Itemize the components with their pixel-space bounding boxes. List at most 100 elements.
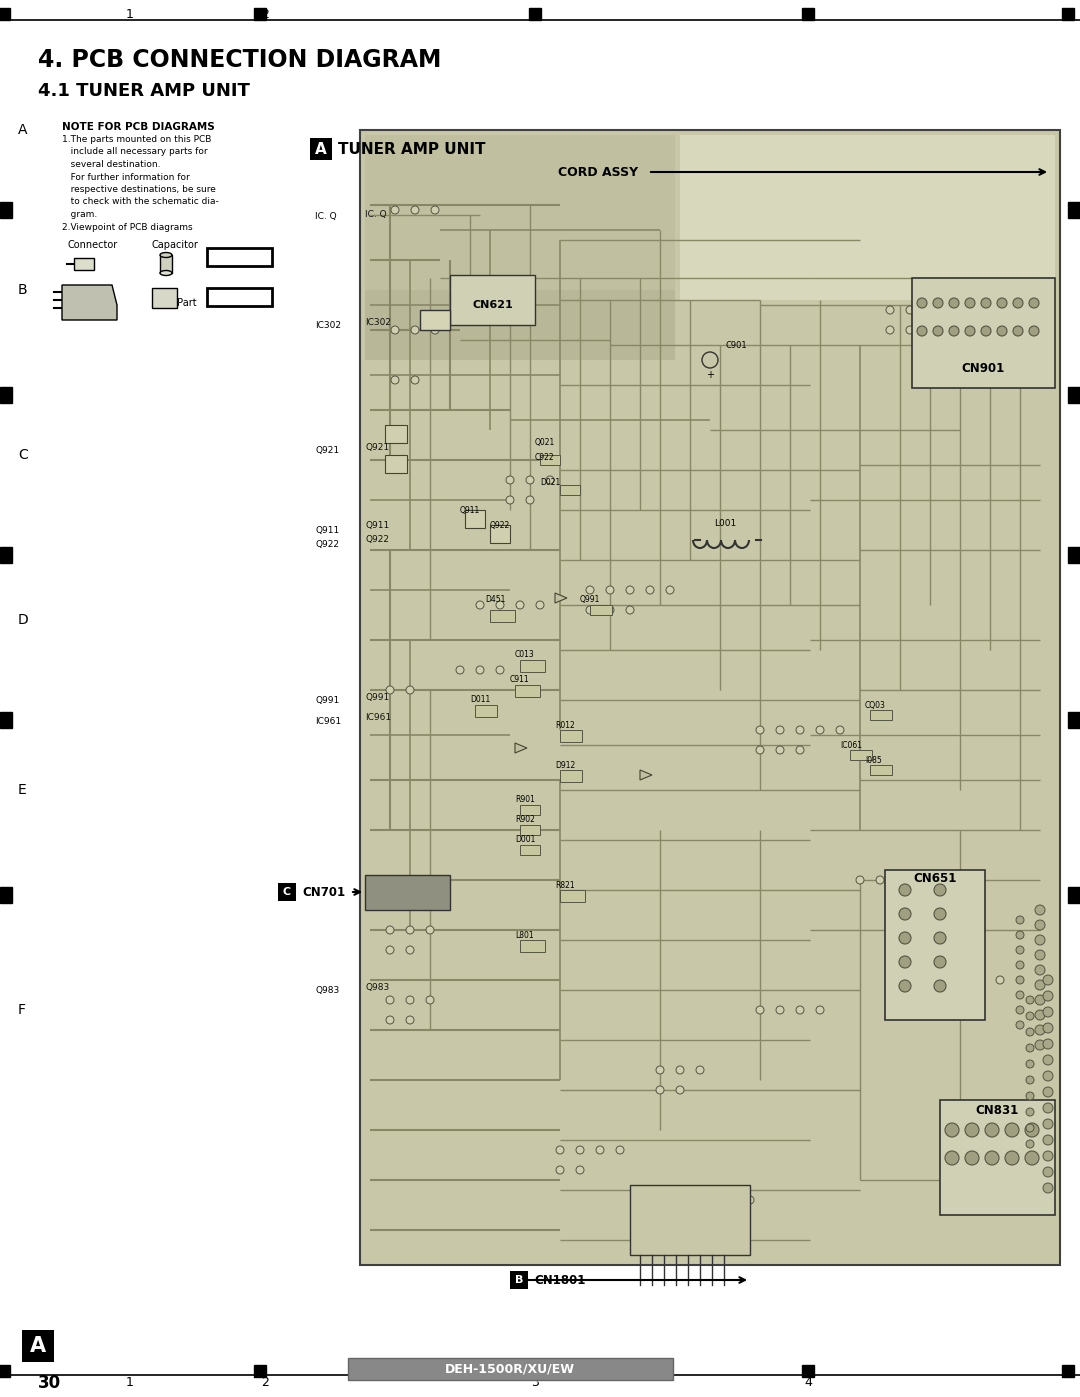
Circle shape <box>945 1151 959 1165</box>
Text: C901: C901 <box>725 341 746 351</box>
Circle shape <box>976 996 984 1004</box>
Circle shape <box>556 1146 564 1154</box>
Circle shape <box>945 1123 959 1137</box>
Circle shape <box>476 666 484 673</box>
Circle shape <box>934 908 946 921</box>
Bar <box>365 136 675 295</box>
Text: Capacitor: Capacitor <box>152 240 199 250</box>
Text: C911: C911 <box>510 675 529 685</box>
Circle shape <box>406 686 414 694</box>
Text: Q911: Q911 <box>365 521 389 529</box>
Circle shape <box>606 585 615 594</box>
Circle shape <box>856 876 864 884</box>
Circle shape <box>966 326 975 337</box>
Circle shape <box>876 876 885 884</box>
Circle shape <box>836 726 843 733</box>
Circle shape <box>706 1196 714 1204</box>
Bar <box>152 288 177 307</box>
Bar <box>22 1330 54 1362</box>
Text: IC061: IC061 <box>840 740 862 750</box>
Circle shape <box>1026 1011 1034 1020</box>
Circle shape <box>526 476 534 483</box>
Bar <box>561 485 580 495</box>
Bar <box>0 712 12 728</box>
Circle shape <box>946 326 954 334</box>
Text: Q921: Q921 <box>365 443 389 453</box>
Text: 4: 4 <box>805 1376 812 1390</box>
Circle shape <box>777 1006 784 1014</box>
Text: CORD ASSY: CORD ASSY <box>558 165 638 179</box>
Circle shape <box>966 326 974 334</box>
Circle shape <box>456 666 464 673</box>
Text: include all necessary parts for: include all necessary parts for <box>62 148 207 156</box>
Circle shape <box>516 601 524 609</box>
Text: gram.: gram. <box>62 210 97 219</box>
Circle shape <box>1016 916 1024 923</box>
Circle shape <box>386 686 394 694</box>
Polygon shape <box>640 770 652 780</box>
Text: 4. PCB CONNECTION DIAGRAM: 4. PCB CONNECTION DIAGRAM <box>38 47 442 73</box>
Circle shape <box>1043 1134 1053 1146</box>
Circle shape <box>1029 298 1039 307</box>
Circle shape <box>981 326 991 337</box>
Bar <box>75 258 94 270</box>
Ellipse shape <box>160 271 172 275</box>
Text: IC961: IC961 <box>315 718 341 726</box>
Circle shape <box>666 585 674 594</box>
Bar <box>310 138 332 161</box>
Circle shape <box>626 606 634 615</box>
Bar <box>278 883 296 901</box>
Text: Connector: Connector <box>67 240 118 250</box>
Circle shape <box>796 1006 804 1014</box>
Bar <box>870 710 892 719</box>
Bar <box>1062 1365 1074 1377</box>
Text: TUNER AMP UNIT: TUNER AMP UNIT <box>338 141 486 156</box>
Bar <box>912 278 1055 388</box>
Circle shape <box>985 1151 999 1165</box>
Text: L801: L801 <box>515 930 534 940</box>
Circle shape <box>1026 1140 1034 1148</box>
Circle shape <box>676 1066 684 1074</box>
Circle shape <box>1035 921 1045 930</box>
Circle shape <box>1025 1151 1039 1165</box>
Circle shape <box>426 926 434 935</box>
Bar <box>590 605 612 615</box>
Circle shape <box>966 1123 978 1137</box>
Circle shape <box>646 585 654 594</box>
Bar <box>254 8 266 20</box>
Circle shape <box>886 306 894 314</box>
Text: L001: L001 <box>714 520 737 528</box>
Text: Q983: Q983 <box>365 983 389 992</box>
Text: IC. Q: IC. Q <box>315 212 337 222</box>
Text: Q922: Q922 <box>490 521 510 529</box>
Circle shape <box>1026 1092 1034 1099</box>
Circle shape <box>1013 326 1023 337</box>
Circle shape <box>1005 306 1014 314</box>
Text: 3: 3 <box>531 1376 539 1390</box>
Text: R012: R012 <box>555 721 575 731</box>
Bar <box>519 826 540 835</box>
Circle shape <box>1016 1021 1024 1030</box>
Circle shape <box>986 306 994 314</box>
Text: IC961: IC961 <box>365 712 391 722</box>
Text: B: B <box>18 284 28 298</box>
Circle shape <box>949 298 959 307</box>
Bar <box>465 510 485 528</box>
Bar <box>365 291 675 360</box>
Text: 3: 3 <box>531 7 539 21</box>
Bar <box>519 659 545 672</box>
Bar <box>0 8 10 20</box>
Text: +: + <box>706 370 714 380</box>
Bar <box>348 1358 673 1380</box>
Text: C: C <box>283 887 292 897</box>
Circle shape <box>1016 946 1024 954</box>
Circle shape <box>391 376 399 384</box>
Bar <box>0 548 12 563</box>
Circle shape <box>966 306 974 314</box>
Circle shape <box>1035 1025 1045 1035</box>
Text: R901: R901 <box>515 795 535 805</box>
Circle shape <box>936 876 944 884</box>
Text: F: F <box>18 1003 26 1017</box>
Circle shape <box>1043 1007 1053 1017</box>
Text: Q911: Q911 <box>315 525 339 535</box>
